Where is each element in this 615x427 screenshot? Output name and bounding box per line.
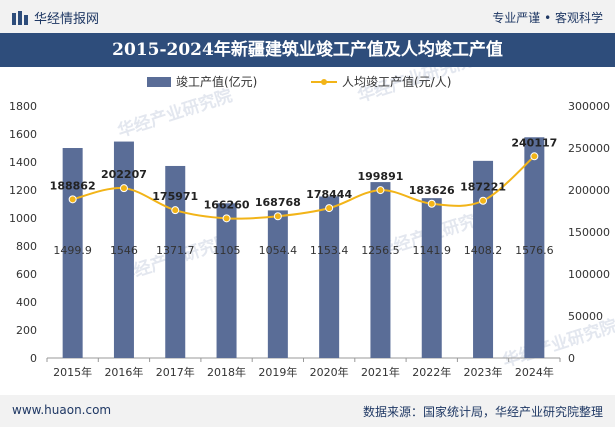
x-tick-label: 2022年 bbox=[412, 365, 451, 379]
bar bbox=[165, 165, 186, 358]
line-point bbox=[427, 199, 436, 208]
huajing-logo-icon bbox=[12, 10, 28, 25]
x-tick-label: 2021年 bbox=[361, 365, 400, 379]
line-series bbox=[68, 152, 539, 223]
y-right-tick-label: 0 bbox=[568, 352, 575, 365]
line-value-label: 166260 bbox=[204, 198, 250, 211]
y-right-tick-label: 150000 bbox=[568, 226, 610, 239]
bar-value-label: 1153.4 bbox=[310, 244, 349, 257]
y-right-tick-label: 300000 bbox=[568, 100, 610, 113]
data-labels: 1499.9 1546 1371.7 1105 1054.4 1153.4 1256.5 11… bbox=[50, 136, 558, 257]
bar-value-label: 1256.5 bbox=[361, 244, 400, 257]
axes: 0 200 400 600 800 1000 1200 1400 1600 1800 0 50000 1… bbox=[9, 100, 610, 379]
chart-title: 2015-2024年新疆建筑业竣工产值及人均竣工产值 bbox=[0, 33, 615, 67]
bar bbox=[473, 160, 494, 358]
legend-bar-swatch bbox=[147, 77, 171, 87]
line-point bbox=[479, 196, 488, 205]
line-value-label: 183626 bbox=[409, 184, 455, 197]
bars bbox=[62, 137, 545, 358]
y-left-tick-label: 1200 bbox=[9, 184, 37, 197]
bar bbox=[319, 196, 340, 358]
site-url[interactable]: www.huaon.com bbox=[12, 403, 112, 417]
bar-value-label: 1499.9 bbox=[53, 244, 92, 257]
line-value-label: 187221 bbox=[460, 181, 506, 194]
bar bbox=[113, 141, 134, 358]
bar-value-label: 1371.7 bbox=[156, 244, 195, 257]
line-point bbox=[119, 184, 128, 193]
top-bar: 华经情报网 专业严谨 • 客观科学 bbox=[0, 0, 615, 33]
chart: 华经产业研究院华经产业研究院华经产业研究院华经产业研究院华经产业研究院 竣工产值… bbox=[9, 67, 615, 379]
watermark-text: 华经产业研究院 bbox=[115, 85, 235, 142]
y-left-tick-label: 800 bbox=[16, 240, 37, 253]
brand-name: 华经情报网 bbox=[34, 12, 100, 27]
bar-value-label: 1576.6 bbox=[515, 244, 554, 257]
line-value-label: 178444 bbox=[306, 188, 352, 201]
legend-line-label: 人均竣工产值(元/人) bbox=[342, 74, 451, 89]
y-left-tick-label: 1000 bbox=[9, 212, 37, 225]
x-tick-label: 2017年 bbox=[156, 365, 195, 379]
y-right-tick-label: 100000 bbox=[568, 268, 610, 281]
x-tick-label: 2018年 bbox=[207, 365, 246, 379]
bar bbox=[370, 182, 391, 358]
x-tick-label: 2020年 bbox=[310, 365, 349, 379]
bar bbox=[216, 203, 237, 358]
brand[interactable]: 华经情报网 bbox=[12, 8, 99, 27]
line-value-label: 168768 bbox=[255, 196, 301, 209]
watermark-text: 华经产业研究院 bbox=[500, 315, 615, 372]
line-value-label: 175971 bbox=[152, 190, 198, 203]
bar-value-label: 1054.4 bbox=[259, 244, 298, 257]
line-point bbox=[222, 214, 231, 223]
line-path bbox=[72, 155, 536, 220]
x-tick-label: 2019年 bbox=[258, 365, 297, 379]
y-left-tick-label: 1600 bbox=[9, 128, 37, 141]
line-point bbox=[273, 212, 282, 221]
line-value-label: 240117 bbox=[511, 136, 557, 149]
legend-bar-label: 竣工产值(亿元) bbox=[176, 74, 257, 89]
x-tick-label: 2016年 bbox=[104, 365, 143, 379]
x-tick-label: 2024年 bbox=[515, 365, 554, 379]
bar-value-label: 1546 bbox=[110, 244, 138, 257]
y-left-tick-label: 0 bbox=[30, 352, 37, 365]
y-left-tick-label: 600 bbox=[16, 268, 37, 281]
y-right-tick-label: 50000 bbox=[568, 310, 603, 323]
bar bbox=[524, 137, 545, 358]
tagline: 专业严谨 • 客观科学 bbox=[492, 11, 603, 25]
line-value-label: 202207 bbox=[101, 168, 147, 181]
line-value-label: 188862 bbox=[50, 179, 96, 192]
bar-value-label: 1141.9 bbox=[413, 244, 452, 257]
line-point bbox=[530, 152, 539, 161]
bar bbox=[421, 198, 442, 358]
legend: 竣工产值(亿元) 人均竣工产值(元/人) bbox=[147, 74, 451, 89]
line-point bbox=[171, 206, 180, 215]
footer: www.huaon.com 数据来源：国家统计局，华经产业研究院整理 bbox=[0, 395, 615, 427]
legend-line-marker bbox=[321, 79, 327, 85]
x-tick-label: 2015年 bbox=[53, 365, 92, 379]
y-right-tick-label: 250000 bbox=[568, 142, 610, 155]
y-right-tick-label: 200000 bbox=[568, 184, 610, 197]
y-left-tick-label: 400 bbox=[16, 296, 37, 309]
data-source: 数据来源：国家统计局，华经产业研究院整理 bbox=[362, 405, 603, 419]
line-point bbox=[325, 204, 334, 213]
bar bbox=[62, 148, 83, 358]
y-left-tick-label: 1800 bbox=[9, 100, 37, 113]
y-left-tick-label: 200 bbox=[16, 324, 37, 337]
y-left-tick-label: 1400 bbox=[9, 156, 37, 169]
line-point bbox=[376, 186, 385, 195]
line-value-label: 199891 bbox=[357, 170, 403, 183]
line-point bbox=[68, 195, 77, 204]
bar bbox=[267, 210, 288, 358]
bar-value-label: 1105 bbox=[213, 244, 241, 257]
bar-value-label: 1408.2 bbox=[464, 244, 503, 257]
x-tick-label: 2023年 bbox=[464, 365, 503, 379]
